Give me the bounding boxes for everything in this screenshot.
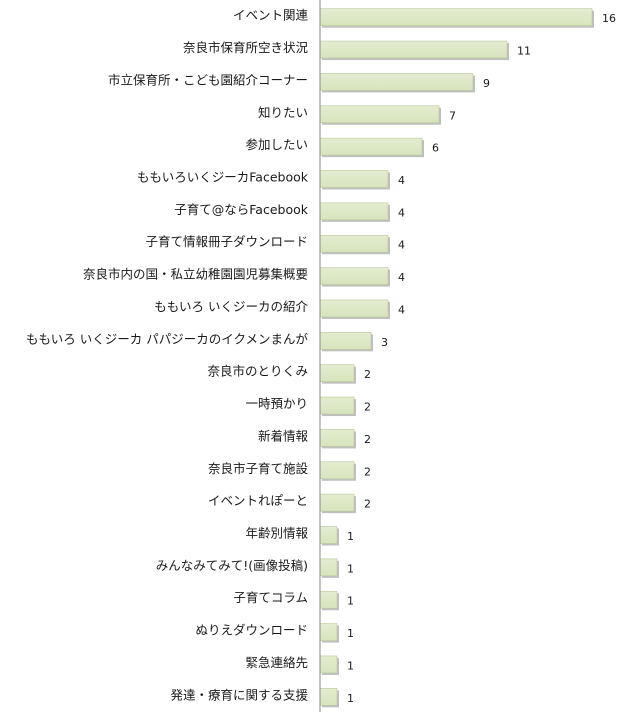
category-label: 子育て情報冊子ダウンロード [145,234,308,249]
value-label: 4 [398,174,405,187]
bar [319,73,474,91]
bar [319,202,389,221]
bar [319,655,338,674]
category-label: ももいろ いくジーカの紹介 [154,299,308,314]
bar [319,526,338,544]
category-label: 奈良市保育所空き状況 [183,40,309,55]
value-label: 2 [364,368,371,381]
bar [319,40,508,59]
value-label: 1 [347,530,354,543]
category-label: 新着情報 [258,428,309,443]
category-label: ももいろ いくジーカ パパジーカのイクメンまんが [26,331,308,346]
category-label: 緊急連絡先 [245,655,308,670]
bar [319,590,338,609]
bar [319,299,389,318]
category-label: みんなみてみて!(画像投稿) [156,558,308,573]
category-label: 子育てコラム [233,590,308,605]
bar [319,493,355,512]
value-label: 1 [347,595,354,608]
value-label: 4 [398,271,405,284]
bar [319,623,338,641]
value-label: 1 [347,627,354,640]
value-label: 6 [432,142,439,155]
category-label: 発達・療育に関する支援 [170,687,308,702]
value-label: 7 [449,109,456,122]
bar [319,8,593,26]
value-label: 9 [483,77,490,90]
value-label: 1 [347,562,354,575]
category-label: ももいろいくジーカFacebook [137,170,309,185]
category-label: 市立保育所・こども園紹介コーナー [108,72,308,87]
bar [319,396,355,415]
value-label: 4 [398,239,405,252]
bar [319,688,338,706]
bar [319,429,355,447]
value-label: 16 [602,12,616,25]
category-label: 奈良市子育て施設 [208,461,309,476]
category-label: 子育て@ならFacebook [174,202,308,217]
value-label: 2 [364,433,371,446]
bar [319,461,355,480]
bar [319,137,423,156]
bar [319,105,440,124]
category-label: 知りたい [258,105,308,120]
bar [319,332,372,350]
category-label: イベント関連 [233,8,309,23]
value-label: 2 [364,498,371,511]
value-label: 2 [364,465,371,478]
value-label: 4 [398,206,405,219]
category-label: 奈良市内の国・私立幼稚園園児募集概要 [83,267,308,282]
value-label: 2 [364,401,371,414]
category-label: 一時預かり [245,396,308,411]
bar [319,364,355,382]
category-label: 参加したい [245,137,308,152]
value-label: 1 [347,659,354,672]
value-label: 11 [517,45,531,58]
category-label: ぬりえダウンロード [195,623,308,638]
value-label: 4 [398,303,405,316]
bar [319,558,338,577]
bar [319,170,389,188]
value-label: 1 [347,692,354,705]
category-label: 奈良市のとりくみ [207,364,308,379]
category-label: イベントれぽーと [208,493,308,508]
category-label: 年齢別情報 [245,526,308,541]
bar [319,267,389,285]
value-label: 3 [381,336,388,349]
bar [319,234,389,253]
